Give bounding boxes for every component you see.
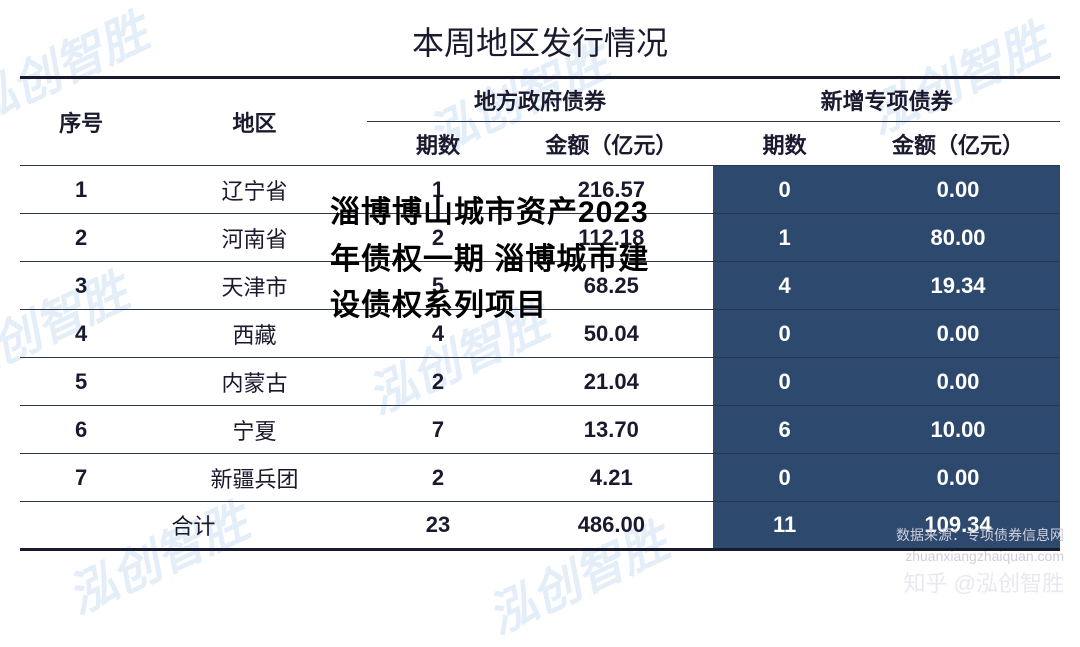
- cell-total-label: 合计: [20, 502, 367, 550]
- cell-g1-periods: 7: [367, 406, 510, 454]
- cell-g2-periods: 6: [713, 406, 856, 454]
- cell-seq: 5: [20, 358, 142, 406]
- cell-g1-periods: 2: [367, 454, 510, 502]
- cell-seq: 6: [20, 406, 142, 454]
- cell-g2-periods: 4: [713, 262, 856, 310]
- col-seq: 序号: [20, 78, 142, 166]
- cell-g1-amount: 4.21: [509, 454, 713, 502]
- col-g1-periods: 期数: [367, 122, 510, 166]
- cell-g2-amount: 10.00: [856, 406, 1060, 454]
- col-g2-periods: 期数: [713, 122, 856, 166]
- table-row: 7新疆兵团24.2100.00: [20, 454, 1060, 502]
- cell-seq: 1: [20, 166, 142, 214]
- cell-g2-periods: 0: [713, 358, 856, 406]
- col-g1-amount: 金额（亿元）: [509, 122, 713, 166]
- cell-g1-amount: 21.04: [509, 358, 713, 406]
- table-row: 5内蒙古221.0400.00: [20, 358, 1060, 406]
- cell-g2-periods: 0: [713, 310, 856, 358]
- cell-total-g2-periods: 11: [713, 502, 856, 550]
- cell-total-g1-periods: 23: [367, 502, 510, 550]
- cell-seq: 3: [20, 262, 142, 310]
- cell-g2-amount: 80.00: [856, 214, 1060, 262]
- col-g2-amount: 金额（亿元）: [856, 122, 1060, 166]
- cell-g2-amount: 19.34: [856, 262, 1060, 310]
- footer-source: 数据来源：专项债券信息网: [896, 525, 1064, 546]
- cell-g1-amount: 13.70: [509, 406, 713, 454]
- overlay-caption: 淄博博山城市资产2023年债权一期 淄博城市建设债权系列项目: [330, 190, 670, 330]
- cell-g1-periods: 2: [367, 358, 510, 406]
- col-region: 地区: [142, 78, 366, 166]
- cell-total-g1-amount: 486.00: [509, 502, 713, 550]
- col-group1: 地方政府债券: [367, 78, 714, 122]
- cell-region: 宁夏: [142, 406, 366, 454]
- cell-seq: 2: [20, 214, 142, 262]
- footer: 数据来源：专项债券信息网 zhuanxiangzhaiquan.com 知乎 @…: [896, 525, 1064, 600]
- footer-url: zhuanxiangzhaiquan.com: [896, 546, 1064, 567]
- cell-g2-periods: 0: [713, 166, 856, 214]
- cell-g2-amount: 0.00: [856, 310, 1060, 358]
- page-title: 本周地区发行情况: [20, 0, 1060, 76]
- cell-g2-periods: 1: [713, 214, 856, 262]
- cell-g2-amount: 0.00: [856, 166, 1060, 214]
- cell-region: 新疆兵团: [142, 454, 366, 502]
- cell-g2-periods: 0: [713, 454, 856, 502]
- col-group2: 新增专项债券: [713, 78, 1060, 122]
- cell-seq: 4: [20, 310, 142, 358]
- footer-attribution: 知乎 @泓创智胜: [896, 567, 1064, 600]
- cell-seq: 7: [20, 454, 142, 502]
- cell-g2-amount: 0.00: [856, 358, 1060, 406]
- cell-g2-amount: 0.00: [856, 454, 1060, 502]
- table-row: 6宁夏713.70610.00: [20, 406, 1060, 454]
- cell-region: 内蒙古: [142, 358, 366, 406]
